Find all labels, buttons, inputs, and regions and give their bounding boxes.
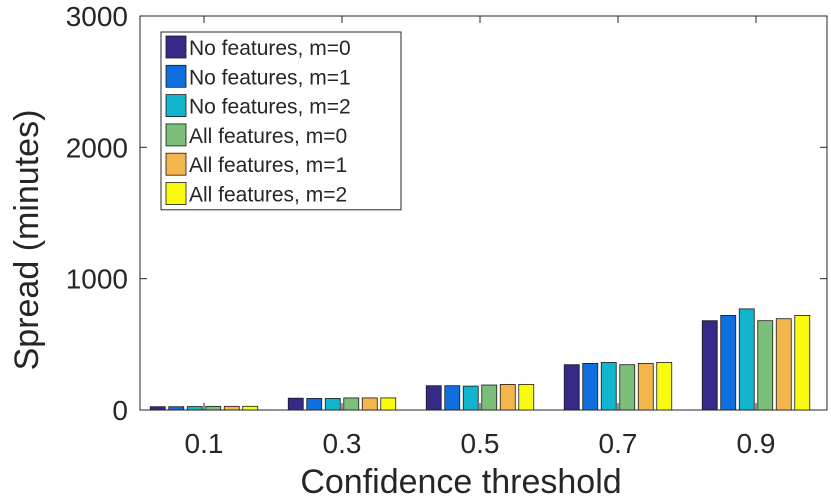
legend-label: All features, m=2 [189, 184, 347, 207]
bar-no-features-m-1-0-1 [168, 406, 185, 411]
bar-no-features-m-2-0-9 [738, 308, 755, 411]
bar-no-features-m-1-0-3 [306, 398, 323, 411]
bar-no-features-m-0-0-5 [425, 385, 442, 411]
bar-all-features-m-2-0-7 [656, 362, 673, 411]
bar-all-features-m-0-0-5 [481, 384, 498, 411]
bar-all-features-m-0-0-3 [343, 397, 360, 411]
x-tick-label: 0.5 [461, 428, 500, 459]
legend: No features, m=0 No features, m=1 No featu… [160, 31, 402, 211]
bar-all-features-m-1-0-3 [361, 397, 378, 411]
x-axis-label: Confidence threshold [300, 463, 621, 499]
y-tick-label: 3000 [66, 1, 128, 32]
legend-box [160, 31, 402, 211]
x-tick-label: 0.1 [185, 428, 224, 459]
bar-all-features-m-1-0-5 [499, 383, 516, 411]
bar-all-features-m-2-0-3 [380, 397, 397, 411]
y-tick-label: 0 [112, 395, 128, 426]
x-axis-ticks: 0.1 0.3 0.5 0.7 0.9 [185, 16, 776, 459]
y-tick-label: 1000 [66, 264, 128, 295]
bar-no-features-m-2-0-3 [324, 398, 341, 411]
bar-no-features-m-2-0-1 [186, 406, 203, 411]
legend-swatch [165, 123, 187, 147]
bar-no-features-m-0-0-3 [287, 397, 304, 411]
legend-label: All features, m=1 [189, 154, 347, 177]
bar-all-features-m-0-0-9 [757, 320, 774, 411]
bar-no-features-m-2-0-5 [462, 385, 479, 411]
bar-no-features-m-2-0-7 [600, 362, 617, 411]
legend-label: No features, m=1 [189, 66, 351, 89]
legend-label: No features, m=2 [189, 96, 351, 119]
y-tick-label: 2000 [66, 132, 128, 163]
bar-no-features-m-0-0-7 [563, 364, 580, 411]
legend-swatch [165, 182, 187, 205]
legend-swatch [165, 35, 187, 59]
bar-no-features-m-1-0-5 [444, 385, 461, 411]
bar-all-features-m-0-0-7 [619, 364, 636, 411]
bar-all-features-m-1-0-7 [637, 362, 654, 411]
y-axis-ticks: 0 1000 2000 3000 [66, 1, 827, 426]
legend-swatch [165, 94, 187, 117]
bar-all-features-m-2-0-1 [242, 405, 259, 411]
bar-all-features-m-1-0-9 [775, 318, 792, 411]
bar-no-features-m-1-0-9 [720, 315, 737, 411]
x-tick-label: 0.3 [323, 428, 362, 459]
bar-all-features-m-0-0-1 [205, 405, 222, 411]
legend-swatch [165, 152, 187, 176]
x-tick-label: 0.9 [737, 428, 776, 459]
legend-swatch [165, 64, 187, 88]
x-tick-label: 0.7 [599, 428, 638, 459]
bar-no-features-m-0-0-1 [149, 406, 166, 411]
legend-label: All features, m=0 [189, 125, 347, 148]
bar-all-features-m-2-0-9 [794, 315, 811, 411]
legend-label: No features, m=0 [189, 37, 351, 60]
bar-all-features-m-1-0-1 [223, 405, 240, 411]
bar-no-features-m-1-0-7 [582, 362, 599, 411]
bar-no-features-m-0-0-9 [701, 320, 718, 411]
bars-group [149, 308, 811, 411]
bar-all-features-m-2-0-5 [518, 383, 535, 411]
y-axis-label: Spread (minutes) [8, 110, 46, 371]
